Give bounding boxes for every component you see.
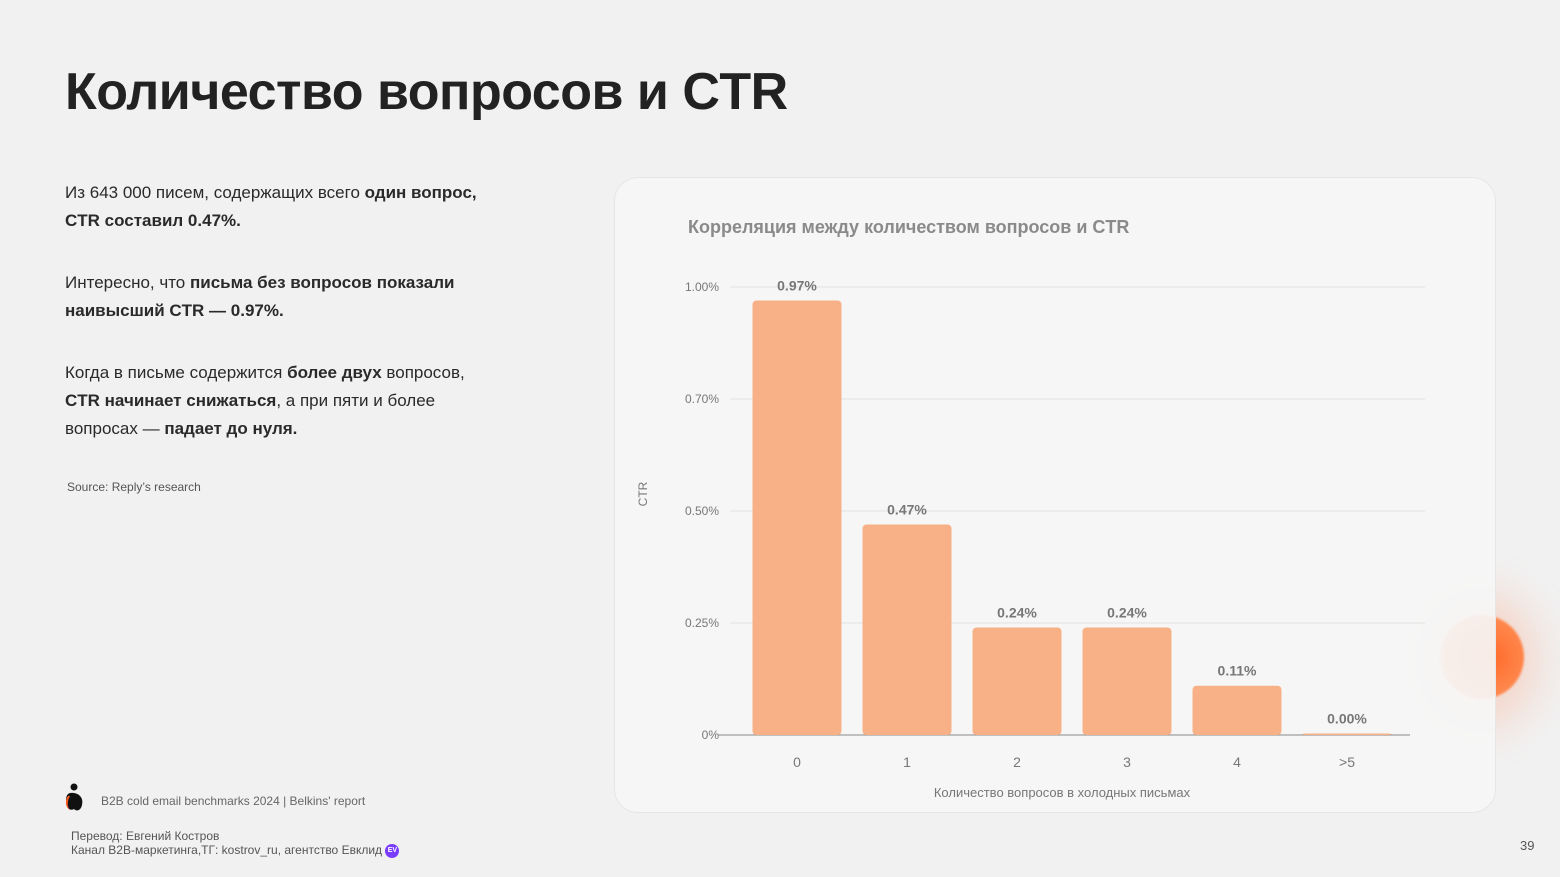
data-label: 0.24% — [1107, 604, 1147, 620]
body-text: Интересно, что — [65, 273, 190, 292]
x-tick-label: 3 — [1123, 754, 1131, 770]
data-label: 0.97% — [777, 277, 817, 293]
emphasis-text: CTR начинает снижаться — [65, 391, 277, 410]
x-tick-label: 2 — [1013, 754, 1021, 770]
bar — [972, 627, 1062, 735]
translator-credit: Перевод: Евгений Костров — [71, 829, 220, 843]
paragraph-1: Из 643 000 писем, содержащих всего один … — [65, 179, 485, 235]
paragraph-3: Когда в письме содержится более двух воп… — [65, 359, 485, 443]
data-label: 0.00% — [1327, 711, 1367, 727]
channel-credit: Канал B2B-маркетинга,ТГ: kostrov_ru, аге… — [71, 843, 383, 857]
credits: Перевод: Евгений Костров Канал B2B-марке… — [71, 829, 400, 858]
data-label: 0.11% — [1218, 663, 1257, 679]
source-note: Source: Reply’s research — [67, 480, 201, 494]
x-axis-label: Количество вопросов в холодных письмах — [934, 785, 1191, 800]
chart-title: Корреляция между количеством вопросов и … — [688, 217, 1130, 237]
emphasis-text: падает до нуля. — [164, 419, 298, 438]
emphasis-text: один вопрос, CTR составил 0.47%. — [65, 183, 477, 230]
body-text: Из 643 000 писем, содержащих всего — [65, 183, 365, 202]
y-tick-label: 0.70% — [685, 392, 719, 406]
data-label: 0.47% — [887, 501, 927, 517]
page-number: 39 — [1520, 838, 1535, 853]
y-tick-label: 0.25% — [685, 616, 719, 630]
x-tick-label: 1 — [903, 754, 911, 770]
bar — [752, 300, 842, 735]
bar — [1082, 627, 1172, 735]
bar — [1302, 733, 1392, 735]
y-axis-label: CTR — [636, 481, 650, 506]
paragraph-2: Интересно, что письма без вопросов показ… — [65, 269, 485, 325]
body-text: Когда в письме содержится — [65, 363, 288, 382]
bar — [862, 524, 952, 735]
x-tick-label: 4 — [1233, 754, 1241, 770]
belkins-logo-icon — [65, 783, 83, 811]
body-text: вопросов, — [381, 363, 465, 382]
page-title: Количество вопросов и CTR — [65, 63, 788, 121]
y-tick-label: 0% — [702, 728, 720, 742]
y-tick-label: 1.00% — [685, 280, 719, 294]
x-tick-label: >5 — [1339, 754, 1355, 770]
emphasis-text: более двух — [287, 363, 382, 382]
y-tick-label: 0.50% — [685, 504, 719, 518]
agency-badge-icon: EV — [385, 843, 400, 858]
emphasis-text: письма без вопросов показали наивысший C… — [65, 273, 455, 320]
report-name: B2B cold email benchmarks 2024 | Belkins… — [101, 794, 366, 808]
bar — [1192, 685, 1282, 735]
x-tick-label: 0 — [793, 754, 801, 770]
data-label: 0.24% — [997, 604, 1037, 620]
body-text: , а при пяти и более вопросах — — [65, 391, 436, 438]
